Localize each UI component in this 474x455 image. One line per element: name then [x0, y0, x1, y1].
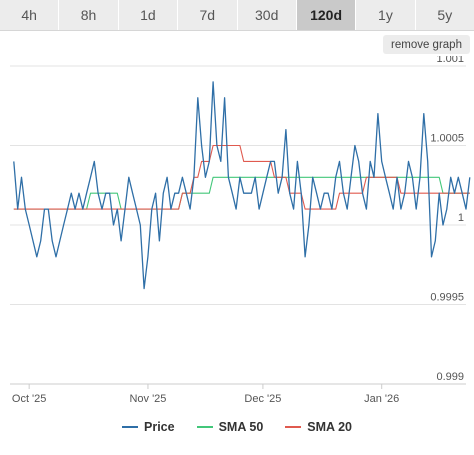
- legend-label-sma20: SMA 20: [307, 420, 352, 434]
- tab-1y[interactable]: 1y: [356, 0, 416, 30]
- legend-item-sma20[interactable]: SMA 20: [285, 420, 352, 434]
- tab-8h[interactable]: 8h: [59, 0, 119, 30]
- chart-legend: Price SMA 50 SMA 20: [0, 420, 474, 434]
- tab-120d[interactable]: 120d: [296, 0, 357, 30]
- legend-item-sma50[interactable]: SMA 50: [196, 420, 264, 434]
- y-tick-label: 0.999: [436, 371, 464, 383]
- legend-item-price[interactable]: Price: [122, 420, 175, 434]
- price-chart: 0.999 0.9995 1 1.0005 1.001 Oct '25 Nov '25 Dec…: [10, 56, 471, 405]
- x-tick-label: Nov '25: [129, 393, 166, 405]
- legend-swatch-price: [122, 426, 138, 428]
- timeframe-tabs: 4h 8h 1d 7d 30d 120d 1y 5y: [0, 0, 474, 31]
- x-tick-label: Dec '25: [244, 393, 281, 405]
- y-tick-label: 1.0005: [430, 133, 464, 145]
- legend-label-price: Price: [144, 420, 175, 434]
- tab-1d[interactable]: 1d: [119, 0, 179, 30]
- y-tick-label: 1: [458, 212, 464, 224]
- y-tick-label: 1.001: [436, 56, 464, 65]
- tab-7d[interactable]: 7d: [178, 0, 238, 30]
- series-line-sma20: [13, 144, 470, 210]
- remove-graph-button[interactable]: remove graph: [383, 35, 470, 54]
- x-tick-label: Jan '26: [364, 393, 399, 405]
- y-tick-label: 0.9995: [430, 292, 464, 304]
- tab-5y[interactable]: 5y: [437, 7, 453, 23]
- tab-4h[interactable]: 4h: [0, 0, 60, 30]
- x-tick-label: Oct '25: [12, 393, 47, 405]
- legend-label-sma50: SMA 50: [218, 420, 264, 434]
- legend-swatch-sma50: [196, 426, 213, 428]
- series-line-price: [13, 81, 471, 290]
- legend-swatch-sma20: [285, 426, 302, 428]
- tab-30d[interactable]: 30d: [238, 0, 297, 30]
